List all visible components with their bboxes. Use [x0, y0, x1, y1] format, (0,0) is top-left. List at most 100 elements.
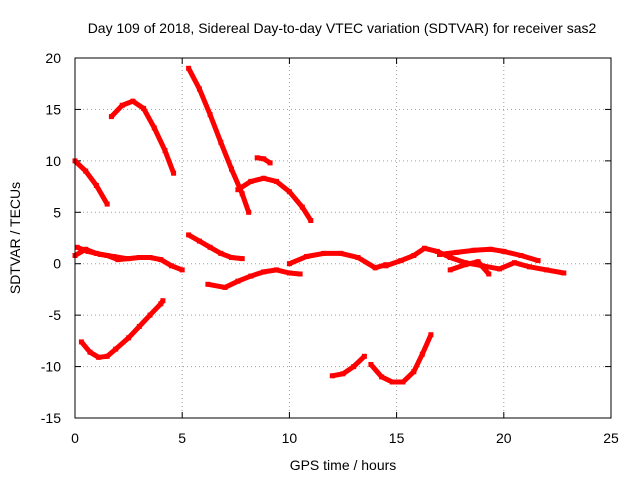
data-point: [400, 379, 406, 385]
data-point: [218, 139, 224, 145]
data-point: [85, 248, 91, 254]
data-point: [162, 148, 168, 154]
data-point: [422, 245, 427, 251]
data-point: [501, 248, 507, 254]
data-point: [518, 253, 524, 258]
data-point: [136, 324, 142, 329]
y-tick-label: -5: [49, 307, 62, 323]
data-point: [454, 249, 460, 255]
y-tick-label: 5: [53, 204, 61, 220]
data-point: [361, 353, 367, 359]
data-point: [179, 267, 185, 273]
data-point: [355, 255, 361, 260]
data-point: [329, 373, 335, 379]
data-point: [147, 255, 153, 260]
series-arc-n: [79, 299, 165, 360]
data-point: [419, 351, 425, 357]
y-tick-label: 15: [45, 101, 61, 117]
data-point: [340, 371, 346, 377]
data-point: [218, 250, 224, 256]
data-point: [248, 178, 254, 184]
data-point: [561, 270, 567, 276]
data-point: [398, 258, 404, 264]
y-tick-label: 20: [45, 50, 61, 66]
data-point: [434, 248, 440, 254]
y-tick-label: -10: [41, 359, 61, 375]
data-point: [124, 256, 129, 262]
data-point: [304, 254, 310, 259]
x-tick-label: 0: [71, 430, 79, 446]
data-point: [74, 244, 80, 250]
data-point: [126, 335, 132, 341]
data-point: [93, 183, 99, 188]
data-point: [267, 160, 273, 166]
series-arc-m: [449, 259, 491, 276]
data-point: [186, 232, 192, 238]
data-point: [235, 278, 241, 284]
data-point: [512, 260, 517, 266]
data-point: [254, 155, 260, 161]
data-point: [486, 271, 492, 277]
data-point: [239, 191, 245, 197]
data-point: [308, 218, 314, 223]
data-point: [160, 298, 166, 304]
data-point: [372, 265, 378, 271]
data-point: [389, 379, 395, 385]
data-point: [78, 339, 84, 345]
data-point: [368, 362, 374, 367]
data-point: [351, 364, 357, 370]
data-point: [535, 258, 541, 264]
data-point: [383, 263, 389, 269]
data-point: [169, 263, 174, 269]
data-point: [274, 267, 279, 273]
data-point: [147, 312, 153, 318]
data-point: [108, 114, 114, 120]
data-point: [83, 168, 89, 174]
x-tick-label: 5: [178, 430, 186, 446]
data-point: [379, 374, 385, 380]
data-point: [544, 267, 550, 273]
x-axis-label: GPS time / hours: [290, 457, 397, 473]
data-point: [297, 271, 303, 277]
data-point: [261, 175, 267, 181]
data-point: [299, 204, 305, 210]
x-tick-label: 10: [282, 430, 298, 446]
data-point: [286, 189, 292, 195]
grid-lines: [75, 58, 611, 418]
data-point: [274, 178, 279, 184]
tick-labels: 0 5 10 15 20 25 -15 -10 -5 0 5 10 15 20: [41, 50, 619, 446]
y-axis-label: SDTVAR / TECUs: [7, 182, 23, 294]
data-point: [207, 244, 213, 250]
data-point: [186, 65, 192, 71]
data-point: [141, 105, 147, 111]
data-point: [527, 264, 532, 270]
data-point: [338, 250, 344, 256]
series-arc-o: [331, 354, 367, 379]
data-point: [261, 269, 267, 275]
data-point: [222, 284, 228, 290]
data-point: [447, 267, 453, 273]
data-point: [411, 253, 417, 258]
data-point: [229, 166, 234, 172]
series-arc-a: [73, 159, 110, 206]
data-point: [171, 170, 177, 176]
x-tick-label: 20: [496, 430, 512, 446]
data-point: [246, 209, 252, 215]
data-point: [207, 112, 213, 118]
data-point: [471, 247, 477, 253]
data-point: [119, 102, 125, 108]
data-point: [151, 125, 157, 131]
y-tick-label: 10: [45, 153, 61, 169]
data-point: [428, 332, 434, 338]
plot-frame: [74, 57, 612, 419]
data-point: [286, 270, 292, 276]
y-tick-label: -15: [41, 410, 61, 426]
data-point: [104, 201, 110, 207]
chart-title: Day 109 of 2018, Sidereal Day-to-day VTE…: [88, 20, 597, 36]
data-point: [229, 255, 234, 260]
data-point: [462, 262, 468, 268]
y-tick-label: 0: [53, 256, 61, 272]
data-point: [475, 259, 481, 265]
